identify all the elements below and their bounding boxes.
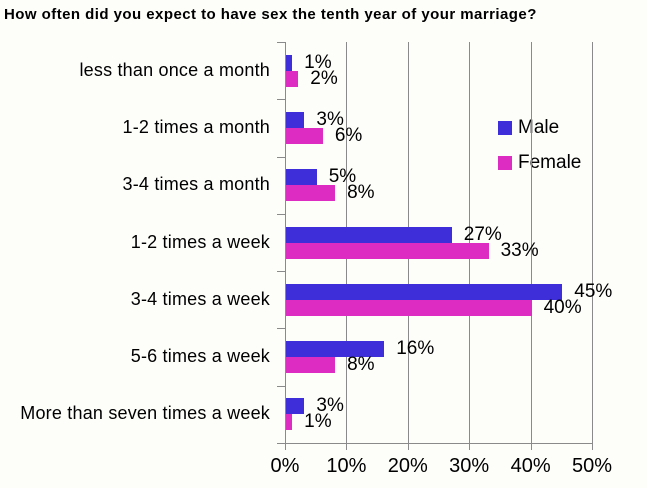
x-axis-tick-0% xyxy=(285,443,286,450)
male-bar-label: 45% xyxy=(574,280,613,302)
x-axis-label: 40% xyxy=(510,455,551,477)
legend-label-female: Female xyxy=(518,152,582,173)
male-bar-label: 3% xyxy=(316,395,344,417)
legend-item-male: Male xyxy=(498,114,581,142)
gridline-50% xyxy=(592,42,593,443)
female-bar-label: 33% xyxy=(500,239,539,261)
x-axis-tick-30% xyxy=(469,443,471,450)
y-axis-tick xyxy=(277,271,285,273)
category-label: 3-4 times a week xyxy=(130,288,270,309)
category-label: More than seven times a week xyxy=(20,403,270,424)
female-bar-label: 8% xyxy=(347,182,375,204)
female-bar xyxy=(286,357,336,374)
male-swatch-icon xyxy=(498,121,512,135)
male-bar xyxy=(286,54,293,71)
female-bar xyxy=(286,127,323,144)
male-bar-label: 3% xyxy=(316,108,344,130)
x-axis-tick-20% xyxy=(407,443,409,450)
female-swatch-icon xyxy=(498,156,512,170)
female-bar-label: 2% xyxy=(310,67,338,89)
male-bar xyxy=(286,169,317,186)
category-label: 5-6 times a week xyxy=(130,346,270,367)
female-bar-label: 8% xyxy=(347,354,375,376)
x-axis-tick-10% xyxy=(346,443,348,450)
male-bar xyxy=(286,398,305,415)
female-bar xyxy=(286,70,299,87)
male-bar xyxy=(286,111,305,128)
y-axis-tick xyxy=(277,99,285,101)
x-axis-label: 20% xyxy=(387,455,428,477)
female-bar xyxy=(286,185,336,202)
x-axis-line xyxy=(277,443,593,444)
y-axis-tick xyxy=(277,443,285,444)
y-axis-tick xyxy=(277,385,285,387)
y-axis-tick xyxy=(277,213,285,215)
female-bar-label: 6% xyxy=(334,124,363,146)
female-bar-label: 1% xyxy=(304,411,332,433)
x-axis-tick-40% xyxy=(530,443,532,450)
y-axis-tick xyxy=(277,42,285,43)
category-label: 3-4 times a month xyxy=(122,174,270,195)
category-label: 1-2 times a week xyxy=(130,231,270,252)
legend: Male Female xyxy=(498,114,581,184)
category-label: 1-2 times a month xyxy=(122,116,270,137)
y-axis-tick xyxy=(277,156,285,158)
y-axis-tick xyxy=(277,328,285,330)
chart-title: How often did you expect to have sex the… xyxy=(4,6,537,23)
x-axis-label: 0% xyxy=(270,455,300,477)
legend-label-male: Male xyxy=(518,117,560,138)
female-bar-label: 40% xyxy=(543,296,582,318)
female-bar xyxy=(286,242,489,259)
x-axis-label: 50% xyxy=(571,455,613,477)
male-bar-label: 27% xyxy=(463,223,502,245)
x-axis-label: 30% xyxy=(449,455,490,477)
x-axis-tick-50% xyxy=(592,443,593,450)
male-bar-label: 1% xyxy=(304,51,332,73)
male-bar xyxy=(286,341,385,358)
female-bar xyxy=(286,414,293,431)
legend-item-female: Female xyxy=(498,149,581,177)
female-bar xyxy=(286,299,532,316)
gridline-40% xyxy=(530,42,532,443)
category-label: less than once a month xyxy=(79,59,270,80)
y-axis-line xyxy=(285,42,286,444)
male-bar xyxy=(286,283,563,300)
male-bar-label: 5% xyxy=(328,166,357,188)
male-bar-label: 16% xyxy=(396,338,435,360)
male-bar xyxy=(286,226,452,243)
x-axis-label: 10% xyxy=(326,455,367,477)
